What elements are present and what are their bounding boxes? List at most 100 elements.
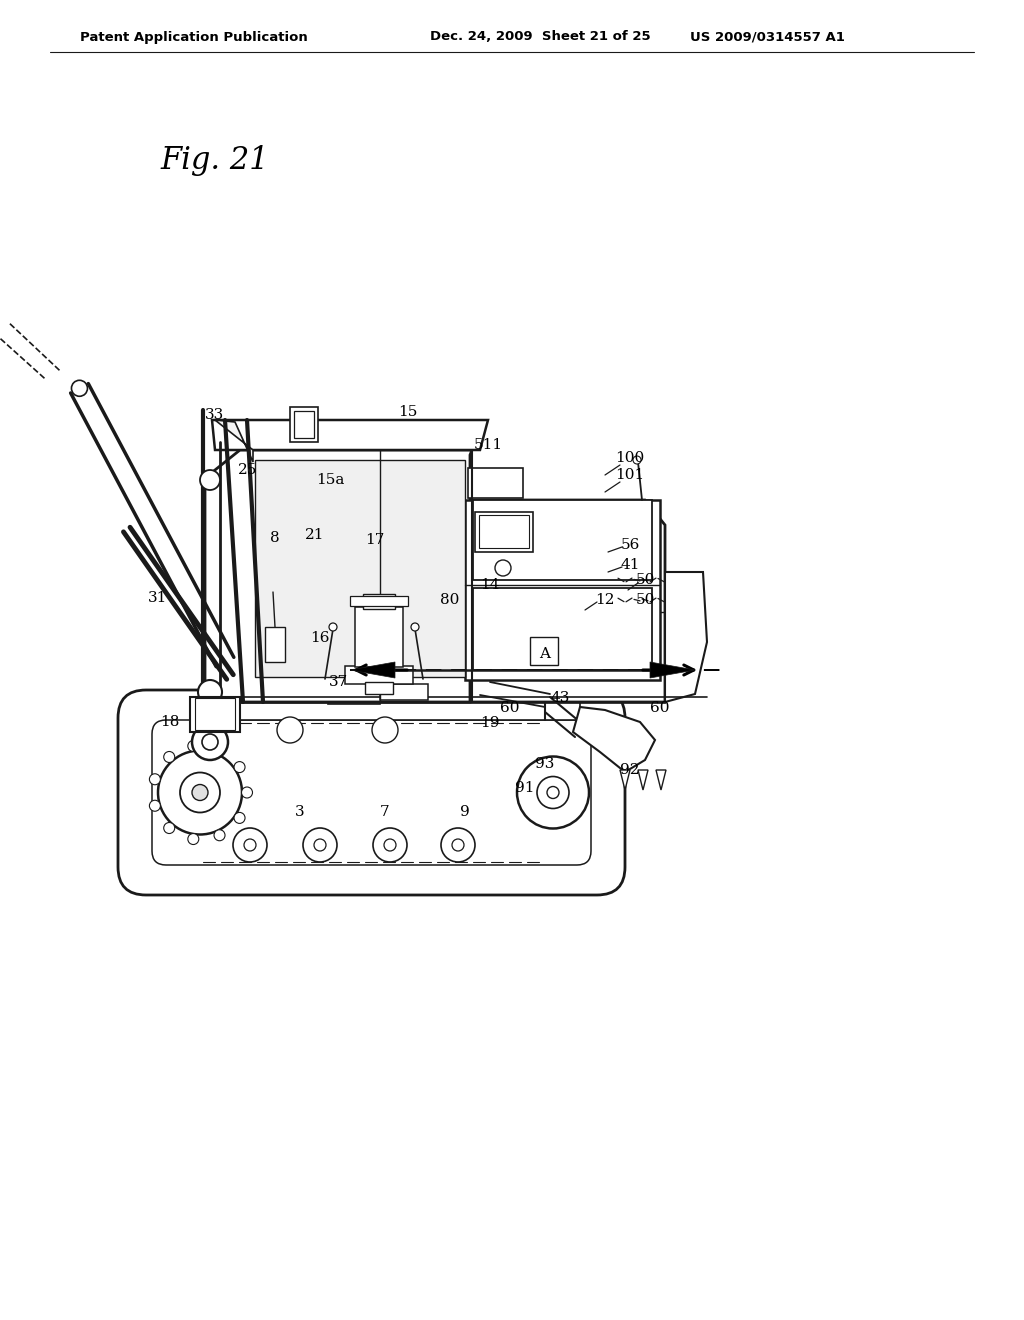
Circle shape	[517, 756, 589, 829]
Circle shape	[495, 560, 511, 576]
Circle shape	[233, 828, 267, 862]
Polygon shape	[215, 420, 253, 462]
Circle shape	[452, 840, 464, 851]
Circle shape	[633, 455, 641, 465]
Text: 91: 91	[515, 781, 535, 795]
Circle shape	[187, 833, 199, 845]
Circle shape	[384, 840, 396, 851]
Circle shape	[441, 828, 475, 862]
Bar	[340, 685, 390, 700]
Circle shape	[547, 787, 559, 799]
Circle shape	[214, 744, 225, 755]
Text: 60: 60	[501, 701, 520, 715]
Polygon shape	[350, 663, 395, 678]
Text: 16: 16	[310, 631, 330, 645]
Circle shape	[244, 840, 256, 851]
Text: US 2009/0314557 A1: US 2009/0314557 A1	[690, 30, 845, 44]
Text: 8: 8	[270, 531, 280, 545]
Circle shape	[214, 830, 225, 841]
Circle shape	[164, 822, 175, 833]
Circle shape	[303, 828, 337, 862]
Polygon shape	[650, 663, 695, 678]
Text: 12: 12	[595, 593, 614, 607]
Circle shape	[187, 741, 199, 751]
Text: A: A	[540, 647, 551, 661]
Circle shape	[150, 800, 161, 812]
Bar	[468, 469, 523, 498]
Bar	[290, 407, 318, 442]
Circle shape	[180, 772, 220, 813]
Circle shape	[234, 812, 245, 824]
Circle shape	[202, 734, 218, 750]
Polygon shape	[205, 500, 665, 702]
Circle shape	[278, 717, 303, 743]
Text: 14: 14	[480, 578, 500, 591]
Text: 60: 60	[650, 701, 670, 715]
Circle shape	[314, 840, 326, 851]
Polygon shape	[638, 770, 648, 789]
Circle shape	[537, 776, 569, 808]
Polygon shape	[205, 450, 472, 702]
Bar	[210, 698, 580, 719]
Text: 15: 15	[398, 405, 418, 418]
Bar	[362, 594, 395, 609]
Circle shape	[164, 751, 175, 763]
Text: Patent Application Publication: Patent Application Publication	[80, 30, 308, 44]
Text: 101: 101	[615, 469, 645, 482]
Text: 100: 100	[615, 451, 645, 465]
Circle shape	[411, 623, 419, 631]
Polygon shape	[620, 770, 630, 789]
Text: 511: 511	[473, 438, 503, 451]
Bar	[473, 500, 652, 579]
Bar	[530, 638, 558, 665]
Bar	[355, 607, 403, 667]
Bar	[345, 667, 413, 684]
Text: 25: 25	[239, 463, 258, 477]
Polygon shape	[255, 459, 465, 677]
Polygon shape	[212, 420, 488, 450]
Circle shape	[193, 723, 228, 760]
Text: 56: 56	[621, 539, 640, 552]
FancyBboxPatch shape	[152, 719, 591, 865]
Bar	[350, 597, 408, 606]
Text: 18: 18	[161, 715, 179, 729]
Text: 17: 17	[366, 533, 385, 546]
Bar	[465, 500, 660, 680]
Text: Fig. 21: Fig. 21	[160, 144, 268, 176]
Bar	[195, 698, 234, 730]
Text: 15a: 15a	[315, 473, 344, 487]
Text: 80: 80	[440, 593, 460, 607]
Text: 50: 50	[635, 593, 654, 607]
Text: 43: 43	[550, 690, 569, 705]
Text: 93: 93	[536, 756, 555, 771]
Bar	[328, 686, 380, 704]
Bar	[475, 512, 534, 552]
Text: 3: 3	[295, 805, 305, 818]
Text: 37: 37	[329, 675, 347, 689]
Text: Dec. 24, 2009  Sheet 21 of 25: Dec. 24, 2009 Sheet 21 of 25	[430, 30, 650, 44]
Text: 31: 31	[148, 591, 168, 605]
Circle shape	[372, 717, 398, 743]
Bar	[479, 515, 529, 548]
Circle shape	[158, 751, 242, 834]
Bar	[473, 587, 652, 671]
Circle shape	[329, 623, 337, 631]
Bar	[190, 697, 240, 733]
Text: 21: 21	[305, 528, 325, 543]
Polygon shape	[573, 708, 655, 772]
Circle shape	[234, 762, 245, 772]
Polygon shape	[665, 572, 707, 702]
Bar	[365, 682, 393, 694]
Text: 9: 9	[460, 805, 470, 818]
FancyBboxPatch shape	[118, 690, 625, 895]
Text: 19: 19	[480, 715, 500, 730]
Circle shape	[72, 380, 87, 396]
Text: 50: 50	[635, 573, 654, 587]
Text: 33: 33	[206, 408, 224, 422]
Bar	[294, 411, 314, 438]
Bar	[380, 684, 428, 700]
Polygon shape	[656, 770, 666, 789]
Circle shape	[150, 774, 161, 785]
Circle shape	[373, 828, 407, 862]
Text: 7: 7	[380, 805, 390, 818]
